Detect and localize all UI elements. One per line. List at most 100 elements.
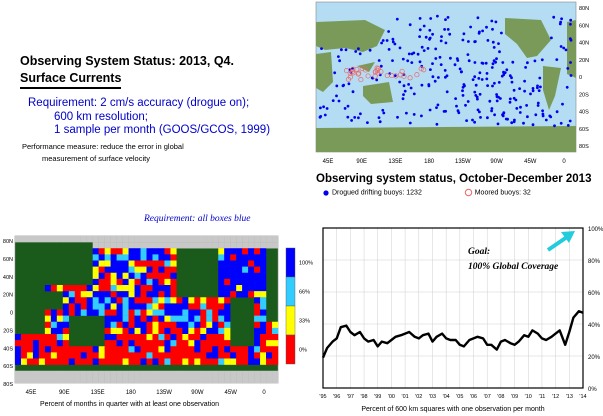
coverage-cell (110, 272, 117, 280)
coverage-cell (206, 303, 213, 310)
coverage-cell (218, 376, 225, 384)
coverage-cell (104, 303, 111, 310)
coverage-cell (164, 370, 171, 378)
coverage-cells (15, 236, 279, 384)
drifter-dot (446, 28, 450, 31)
coverage-cell (254, 278, 261, 286)
drifter-dot (325, 107, 329, 110)
coverage-cell (134, 291, 141, 298)
coverage-map-lon-label: 135E (91, 390, 105, 396)
coverage-cell (152, 309, 159, 316)
coverage-cell (230, 248, 237, 255)
coverage-cell (68, 376, 75, 384)
coverage-cell (128, 285, 135, 292)
coverage-cell (194, 315, 201, 322)
coverage-cell (170, 376, 177, 384)
coverage-cell (104, 334, 111, 341)
coverage-cell (254, 285, 261, 292)
coverage-cell (104, 376, 111, 384)
coverage-cell (140, 315, 147, 322)
buoy-map-lon-label: 180 (424, 159, 435, 165)
coverage-map-lon-label: 180 (126, 390, 137, 396)
coverage-cell (116, 346, 123, 353)
coverage-cell (104, 315, 111, 322)
drifter-dot (401, 57, 405, 61)
coverage-cell (248, 236, 255, 243)
coverage-cell (122, 303, 129, 310)
coverage-cell (272, 370, 279, 378)
coverage-cell (50, 334, 58, 341)
colorbar-segment (285, 334, 296, 365)
coverage-cell (74, 370, 81, 378)
coverage-cell (200, 321, 207, 329)
drifter-dot (555, 58, 559, 61)
drifter-dot (568, 119, 572, 123)
coverage-cell (188, 352, 195, 359)
chart-grid (322, 227, 584, 389)
coverage-cell (260, 321, 267, 329)
x-tick-label: '10 (525, 394, 532, 400)
coverage-cell (164, 254, 171, 261)
x-tick-label: '98 (360, 394, 367, 400)
drifter-dot (476, 97, 479, 101)
coverage-cell (44, 315, 52, 322)
drifter-dot (358, 52, 362, 56)
coverage-cell (92, 248, 99, 255)
buoy-map-lat-label: 80N (579, 6, 589, 12)
goal-arrow-head (561, 231, 575, 243)
coverage-cell (176, 370, 183, 378)
x-tick-label: '06 (470, 394, 477, 400)
coverage-cell (26, 236, 34, 243)
coverage-cell (212, 334, 219, 341)
drifter-dot (445, 90, 449, 94)
coverage-cell (110, 260, 117, 267)
coverage-cell (140, 340, 147, 347)
buoy-map-lon-label: 135W (455, 159, 471, 165)
coverage-cell (92, 236, 99, 243)
coverage-cell (92, 272, 99, 280)
coverage-cell (80, 309, 87, 316)
coverage-cell (128, 236, 135, 243)
buoy-map-lat-label: 0 (579, 75, 582, 81)
coverage-cell (122, 285, 129, 292)
coverage-cell (200, 297, 207, 304)
coverage-cell (218, 285, 225, 292)
coverage-cell (152, 260, 159, 267)
drifter-dot (559, 45, 563, 48)
drifter-dot (473, 61, 477, 64)
drifter-dot (562, 46, 566, 50)
coverage-cell (212, 309, 219, 316)
moored-dot (347, 70, 353, 76)
drifter-dot (524, 66, 527, 69)
colorbar-segment (285, 247, 296, 278)
coverage-cell (260, 358, 267, 365)
coverage-cell (206, 315, 213, 322)
coverage-cell (56, 321, 64, 329)
landmass-1 (543, 66, 561, 110)
drifter-dot (333, 71, 337, 75)
coverage-cell (260, 260, 267, 267)
coverage-cell (98, 303, 105, 310)
coverage-cell (182, 309, 189, 316)
coverage-cell (188, 242, 195, 249)
drifter-dot (478, 92, 482, 96)
coverage-cell (176, 297, 183, 304)
coverage-cell (116, 297, 123, 304)
coverage-cell (224, 370, 231, 378)
coverage-cell (158, 248, 165, 255)
coverage-cell (188, 358, 195, 365)
coverage-cell (26, 340, 34, 347)
coverage-cell (224, 340, 231, 347)
coverage-cell (104, 370, 111, 378)
coverage-cell (44, 309, 52, 316)
coverage-cell (146, 309, 153, 316)
coverage-cell (146, 358, 153, 365)
coverage-cell (68, 352, 75, 359)
coverage-cell (182, 376, 189, 384)
coverage-cell (62, 376, 69, 384)
drifter-dot (529, 92, 532, 96)
coverage-cell (128, 352, 135, 359)
drifter-dot (343, 107, 347, 110)
coverage-cell (68, 297, 75, 304)
coverage-cell (152, 346, 159, 353)
